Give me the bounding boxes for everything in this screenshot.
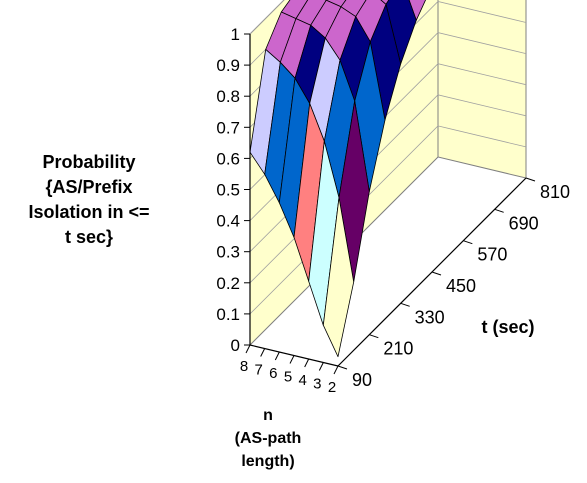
z-axis-label-line: {AS/Prefix xyxy=(45,177,133,197)
t-tick-mark xyxy=(463,240,473,245)
axes: 0 0.1 0.2 0.3 0.4 0.5 0.6 0.7 0.8 0.9 1 8 7 6 5 4 3 2 90 21… xyxy=(216,25,570,470)
z-tick-label: 0.9 xyxy=(216,56,240,75)
n-tick-label: 8 xyxy=(240,358,248,375)
t-tick-mark xyxy=(525,177,536,182)
n-tick-label: 3 xyxy=(313,376,321,393)
n-tick-mark xyxy=(245,344,251,354)
t-tick-mark xyxy=(400,302,410,307)
n-tick-label: 2 xyxy=(328,379,336,396)
z-tick-label: 0.2 xyxy=(216,274,240,293)
z-tick-label: 0.3 xyxy=(216,243,240,262)
n-tick-label: 6 xyxy=(269,365,277,382)
t-tick-mark xyxy=(494,208,504,213)
t-tick-label: 810 xyxy=(540,182,570,202)
y-axis-title: t (sec) xyxy=(481,317,534,337)
n-tick-mark xyxy=(289,355,295,364)
t-tick-label: 570 xyxy=(477,245,507,265)
t-tick-mark xyxy=(337,365,348,370)
z-tick-label: 0.8 xyxy=(216,87,240,106)
n-tick-mark xyxy=(304,358,310,368)
surface-facet xyxy=(322,197,355,358)
side-wall xyxy=(437,0,527,179)
n-tick-mark xyxy=(333,365,339,375)
x-axis-title-line: length) xyxy=(241,453,294,470)
x-axis-title-line: (AS-path xyxy=(235,430,302,447)
t-tick-mark xyxy=(431,271,442,276)
z-tick-label: 0.5 xyxy=(216,181,240,200)
z-axis-label-line: t sec} xyxy=(64,227,114,247)
z-axis-label-line: Probability xyxy=(42,152,136,172)
z-tick-label: 0.1 xyxy=(216,305,240,324)
n-tick-mark xyxy=(318,362,324,371)
t-tick-label: 330 xyxy=(415,307,445,327)
z-tick-label: 0.6 xyxy=(216,149,240,168)
t-tick-label: 90 xyxy=(352,370,372,390)
z-tick-label: 0.4 xyxy=(216,212,240,231)
n-tick-label: 4 xyxy=(298,372,306,389)
z-tick-label: 0.7 xyxy=(216,118,240,137)
t-tick-label: 450 xyxy=(446,276,476,296)
z-axis-label-line: Isolation in <= xyxy=(28,202,150,222)
t-tick-mark xyxy=(369,334,379,339)
n-tick-mark xyxy=(260,348,266,357)
t-tick-label: 690 xyxy=(509,213,539,233)
n-tick-mark xyxy=(274,351,280,361)
z-tick-label: 1 xyxy=(231,25,240,44)
t-tick-label: 210 xyxy=(383,339,413,359)
n-tick-label: 5 xyxy=(284,369,292,386)
n-tick-label: 7 xyxy=(254,362,262,379)
x-axis-title-line: n xyxy=(263,407,273,424)
z-tick-label: 0 xyxy=(231,336,240,355)
z-axis-label: Probability {AS/Prefix Isolation in <= t… xyxy=(0,150,178,250)
surface-plot xyxy=(249,0,426,358)
